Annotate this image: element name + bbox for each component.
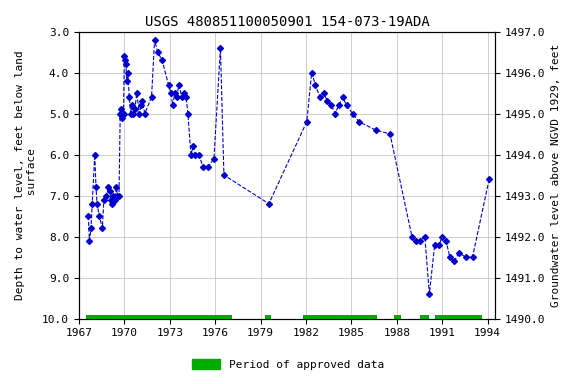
Legend: Period of approved data: Period of approved data bbox=[188, 355, 388, 375]
Bar bbox=[419, 315, 429, 322]
Bar bbox=[86, 315, 232, 322]
Bar bbox=[303, 315, 377, 322]
Bar bbox=[265, 315, 271, 322]
Title: USGS 480851100050901 154-073-19ADA: USGS 480851100050901 154-073-19ADA bbox=[145, 15, 430, 29]
Bar bbox=[435, 315, 482, 322]
Y-axis label: Depth to water level, feet below land
 surface: Depth to water level, feet below land su… bbox=[15, 50, 37, 300]
Bar bbox=[394, 315, 401, 322]
Y-axis label: Groundwater level above NGVD 1929, feet: Groundwater level above NGVD 1929, feet bbox=[551, 43, 561, 307]
